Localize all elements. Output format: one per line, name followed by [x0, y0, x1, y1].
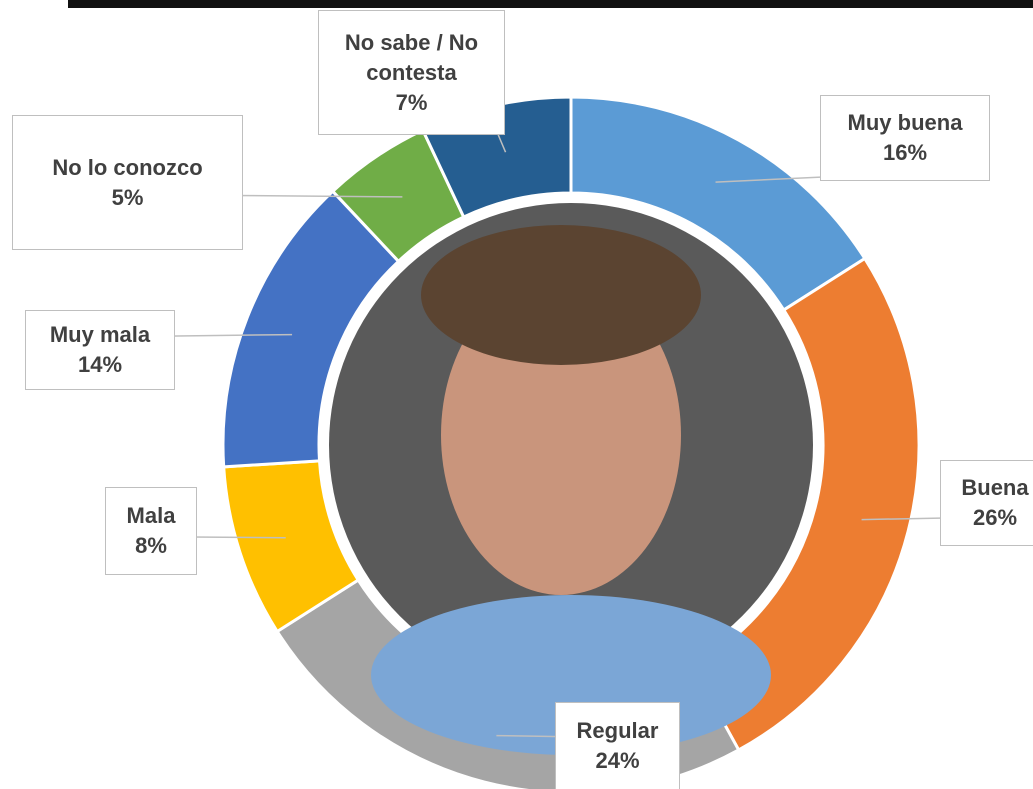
data-label: Muy mala 14%: [25, 310, 175, 390]
callout-line: [715, 175, 829, 183]
label-name: Muy buena: [847, 110, 963, 135]
donut-segment: [690, 256, 921, 752]
label-name: Mala: [126, 503, 176, 528]
label-value: 24%: [595, 748, 640, 773]
label-value: 7%: [395, 89, 428, 115]
data-label: No sabe / No contesta 7%: [318, 10, 505, 135]
top-bar: [68, 0, 1033, 8]
label-value: 5%: [111, 184, 144, 210]
photo-hair: [421, 225, 701, 365]
label-name: No sabe / No contesta: [344, 29, 479, 85]
label-name: Buena: [961, 475, 1029, 500]
label-value: 14%: [77, 352, 123, 377]
callout-line: [496, 734, 562, 738]
data-label: No lo conozco 5%: [12, 115, 243, 250]
label-name: No lo conozco: [52, 154, 203, 180]
label-name: Regular: [576, 718, 659, 743]
callout-line: [192, 536, 286, 539]
label-value: 16%: [882, 140, 928, 165]
data-label: Regular 24%: [555, 702, 680, 789]
callout-line: [861, 517, 946, 521]
callout-line: [231, 194, 403, 198]
data-label: Mala 8%: [105, 487, 197, 575]
callout-line: [167, 333, 293, 337]
data-label: Buena 26%: [940, 460, 1033, 546]
label-name: Muy mala: [49, 322, 151, 347]
label-value: 8%: [135, 533, 167, 558]
data-label: Muy buena 16%: [820, 95, 990, 181]
label-value: 26%: [972, 505, 1018, 530]
